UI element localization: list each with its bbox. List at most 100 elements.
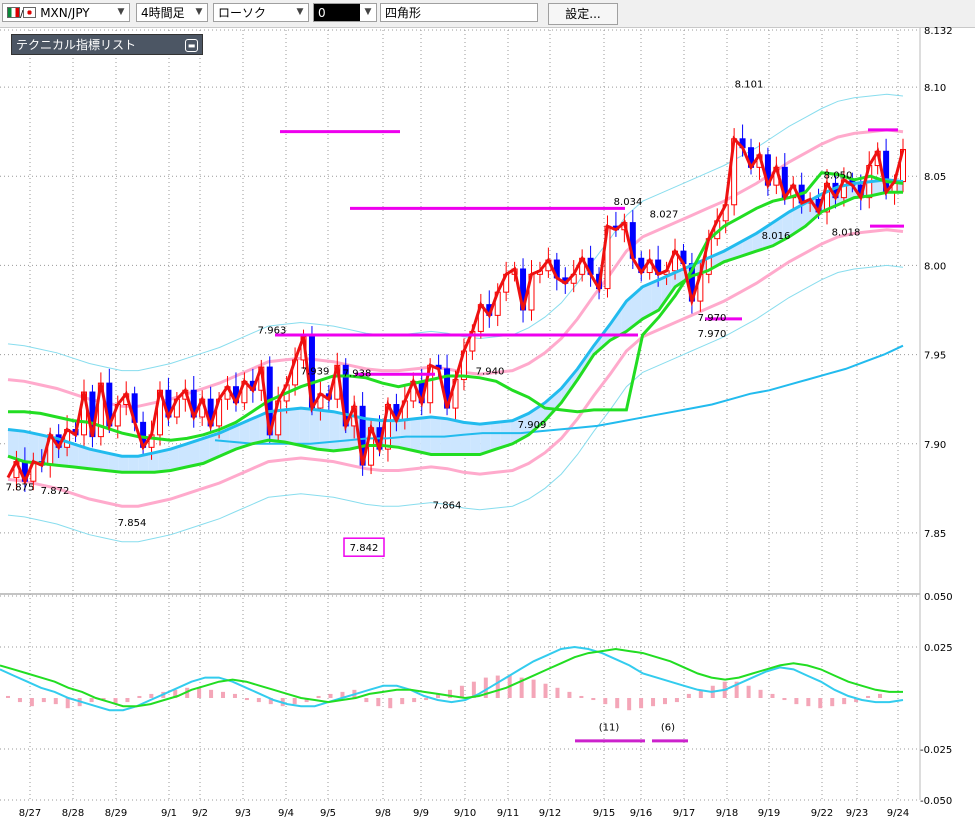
price-tick-label: 7.95 [924, 351, 946, 362]
osc-tick-label: 0.025 [924, 643, 953, 654]
histogram-bar [125, 698, 130, 703]
symbol-select[interactable]: / MXN/JPY ▼ [2, 3, 130, 22]
shape-tool-field[interactable]: 四角形 [380, 3, 538, 22]
price-tick-label: 7.90 [924, 440, 946, 451]
osc-tick-label: 0.050 [924, 592, 953, 603]
histogram-bar [292, 698, 297, 705]
osc-macd-line [0, 645, 904, 712]
price-annotation: 8.027 [650, 210, 679, 221]
cloud-segment [219, 428, 230, 457]
cloud-segment [661, 274, 672, 307]
price-annotation: 8.101 [735, 80, 764, 91]
cloud-segment [390, 420, 401, 448]
histogram-bar [627, 698, 632, 711]
cloud-segment [329, 411, 340, 451]
price-annotation: 7.864 [433, 500, 462, 511]
histogram-bar [388, 698, 393, 709]
ma-red-line [6, 135, 905, 485]
price-annotation: 7.909 [518, 420, 547, 431]
cloud-segment [199, 436, 210, 465]
histogram-bar [662, 698, 667, 705]
ma-long-line [214, 344, 904, 445]
cloud-segment [118, 455, 129, 473]
date-tick-label: 9/5 [320, 808, 336, 819]
cloud-segment [38, 434, 49, 465]
price-annotation: 8.016 [762, 231, 791, 242]
histogram-bar [244, 698, 249, 701]
chart-type-select[interactable]: ローソク ▼ [213, 3, 309, 22]
cloud-segment [168, 446, 179, 471]
cloud-segment [772, 216, 783, 246]
cloud-segment [28, 432, 39, 464]
ma-green-lower-line [7, 190, 903, 474]
price-annotation: 8.018 [832, 228, 861, 239]
cloud-segment [410, 418, 421, 453]
histogram-bar [328, 693, 333, 698]
price-annotation: 7.939 [301, 367, 330, 378]
histogram-bar [758, 689, 763, 698]
histogram-bar [794, 698, 799, 705]
price-annotation: 7.875 [6, 483, 35, 494]
date-tick-label: 9/1 [161, 808, 177, 819]
histogram-bar [316, 695, 321, 698]
histogram-bar [615, 698, 620, 709]
cloud-segment [88, 448, 99, 470]
histogram-bar [185, 687, 190, 698]
histogram-bar [221, 691, 226, 698]
toolbar: / MXN/JPY ▼ 4時間足 ▼ ローソク ▼ 0 ▼ 四角形 設定... [0, 0, 975, 28]
histogram-bar [651, 698, 656, 707]
boxed-annotation-frame [343, 537, 385, 557]
cloud-segment [279, 409, 290, 444]
price-tick-label: 8.05 [924, 172, 946, 183]
date-tick-label: 9/22 [811, 808, 833, 819]
cloud-segment [480, 422, 491, 455]
cloud-segment [631, 287, 642, 328]
histogram-bar [376, 698, 381, 707]
moving-average-lines [6, 135, 905, 485]
histogram-bar [424, 698, 429, 701]
histogram-bar [268, 698, 273, 705]
histogram-bar [770, 693, 775, 698]
histogram-bar [53, 698, 58, 705]
histogram-bar [101, 698, 106, 701]
chevron-down-icon: ▼ [117, 7, 125, 17]
date-tick-label: 9/12 [539, 808, 561, 819]
histogram-bar [29, 698, 34, 707]
japan-flag-icon [23, 7, 37, 18]
cloud-segment [189, 439, 200, 467]
osc-label: (6) [661, 723, 675, 734]
price-annotations: 7.875 7.872 7.854 7.963 7.939 7.938 7.864 7.940… [6, 80, 861, 557]
date-tick-label: 9/11 [497, 808, 519, 819]
histogram-bar [304, 698, 309, 703]
price-annotation: 7.970 [698, 329, 727, 340]
minimize-icon[interactable]: ▬ [185, 39, 198, 52]
histogram-bar [89, 698, 94, 703]
osc-tick-label: -0.050 [920, 796, 952, 807]
date-tick-label: 9/2 [192, 808, 208, 819]
ma-cyan-line [7, 178, 904, 458]
histogram-bar [531, 679, 536, 698]
cloud-segment [78, 445, 89, 469]
draw-color-select[interactable]: 0 ▼ [313, 3, 377, 22]
date-tick-label: 9/19 [758, 808, 780, 819]
histogram-bar [782, 698, 787, 701]
settings-button[interactable]: 設定... [548, 3, 618, 25]
cloud-segment [470, 423, 481, 455]
mexico-flag-icon [7, 7, 20, 18]
osc-tick-label: -0.025 [920, 745, 952, 756]
drawn-markers [275, 128, 904, 376]
date-tick-label: 9/16 [630, 808, 652, 819]
histogram-bar [483, 677, 488, 698]
histogram-bar [65, 698, 70, 709]
draw-color-label: 0 [318, 6, 326, 20]
cloud-segment [128, 456, 139, 473]
band-lower-2 [7, 264, 904, 543]
technical-indicator-list-panel[interactable]: テクニカル指標リスト ▬ [11, 34, 203, 55]
price-annotation: 8.034 [614, 197, 643, 208]
timeframe-select[interactable]: 4時間足 ▼ [136, 3, 208, 22]
price-annotation: 7.938 [343, 368, 372, 379]
technical-indicator-list-title: テクニカル指標リスト [16, 38, 137, 52]
axes: 8.132 8.10 8.05 8.00 7.95 7.90 7.85 0.050 0.025 -… [19, 26, 953, 819]
price-tick-label: 8.132 [924, 26, 953, 37]
